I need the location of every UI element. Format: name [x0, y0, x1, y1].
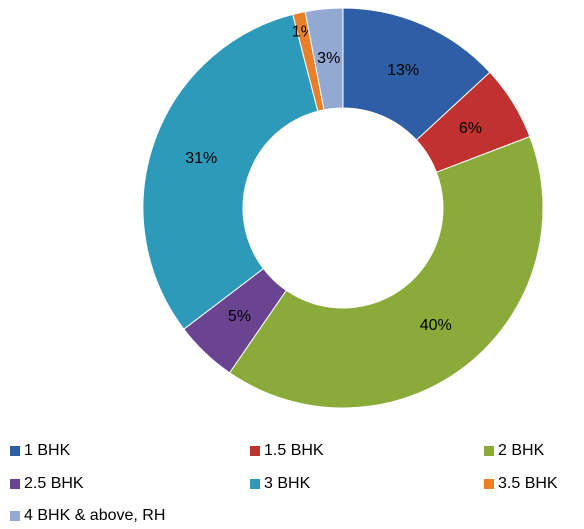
legend-swatch	[10, 446, 20, 456]
legend-label: 1.5 BHK	[264, 442, 324, 459]
donut-slice	[342, 7, 491, 141]
legend-swatch	[10, 479, 20, 489]
donut-slice	[142, 13, 319, 330]
donut-slice	[228, 135, 544, 409]
data-label: 6%	[459, 120, 482, 137]
data-label: 3%	[317, 50, 340, 67]
legend-label: 4 BHK & above, RH	[24, 507, 165, 524]
data-label: 31%	[185, 150, 217, 167]
legend-swatch	[484, 446, 494, 456]
legend-label: 2 BHK	[498, 442, 545, 459]
legend-label: 3 BHK	[264, 475, 311, 492]
legend-swatch	[250, 479, 260, 489]
data-label: 5%	[228, 308, 251, 325]
donut-slice	[304, 7, 344, 111]
legend-swatch	[10, 511, 20, 521]
legend-swatch	[484, 479, 494, 489]
legend-label: 2.5 BHK	[24, 475, 84, 492]
data-label: 40%	[420, 317, 452, 334]
legend-swatch	[250, 446, 260, 456]
legend-label: 3.5 BHK	[498, 475, 558, 492]
data-label: 13%	[387, 62, 419, 79]
legend-label: 1 BHK	[24, 442, 71, 459]
